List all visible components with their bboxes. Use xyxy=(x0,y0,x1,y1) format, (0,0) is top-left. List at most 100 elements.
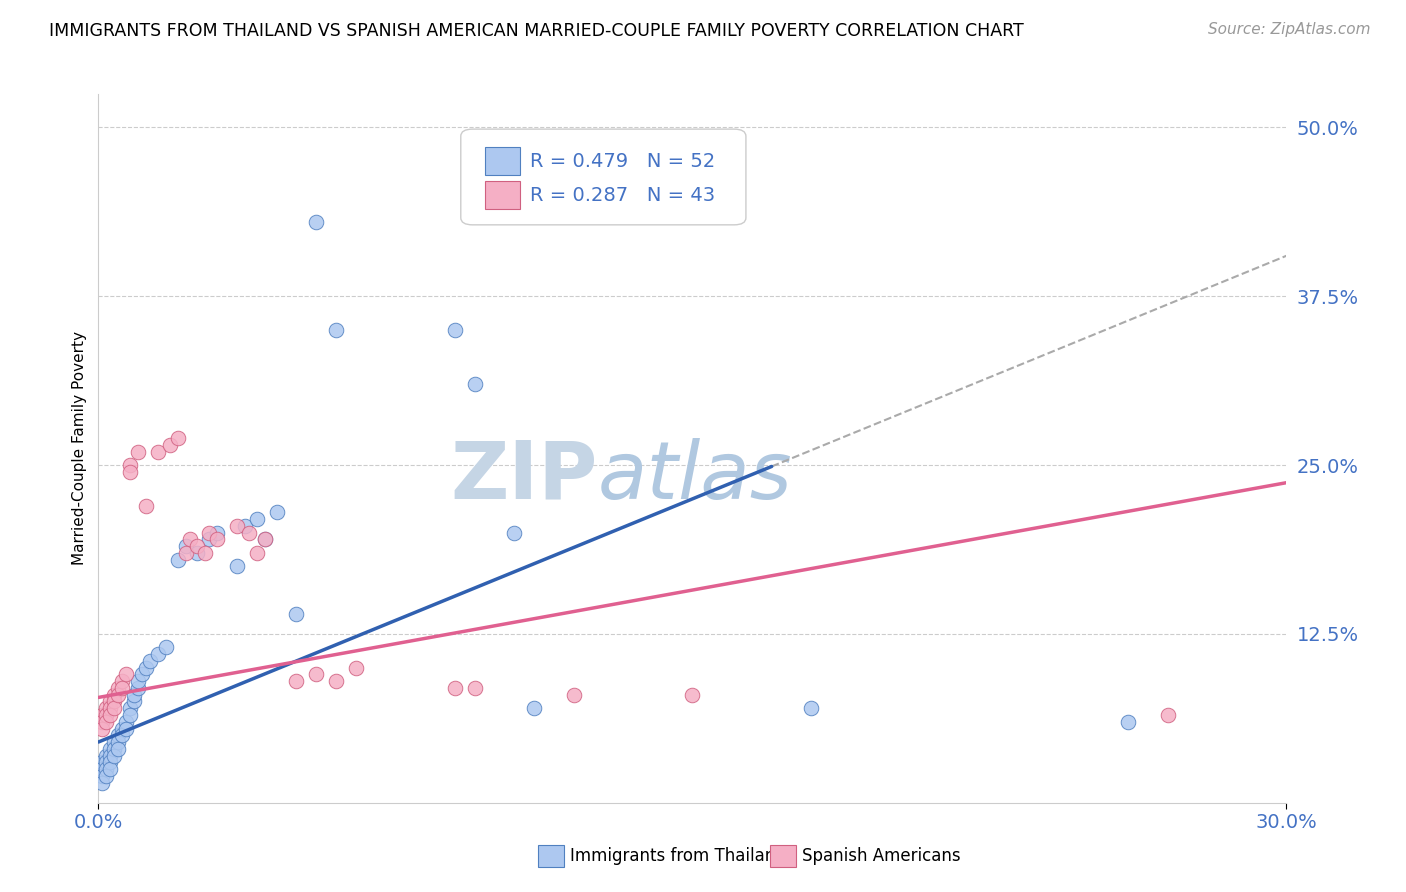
Point xyxy=(120,458,142,472)
Text: atlas: atlas xyxy=(598,438,792,516)
Point xyxy=(1156,708,1178,723)
Point xyxy=(186,546,208,560)
Point xyxy=(91,769,114,783)
Point xyxy=(194,546,217,560)
Point xyxy=(325,323,347,337)
Point xyxy=(103,735,125,749)
Point xyxy=(107,735,129,749)
Point xyxy=(127,674,149,689)
Text: ZIP: ZIP xyxy=(450,438,598,516)
Point xyxy=(285,607,308,621)
Point xyxy=(98,701,121,715)
Point xyxy=(166,431,188,445)
Point xyxy=(205,533,228,547)
Text: R = 0.287   N = 43: R = 0.287 N = 43 xyxy=(530,186,714,204)
Point xyxy=(98,748,121,763)
Point xyxy=(91,756,114,770)
Text: Immigrants from Thailand: Immigrants from Thailand xyxy=(569,847,786,865)
Point xyxy=(155,640,177,655)
Point xyxy=(96,708,118,723)
Point xyxy=(91,762,114,776)
Point xyxy=(523,701,546,715)
Point xyxy=(166,552,188,566)
Point xyxy=(131,667,153,681)
Point xyxy=(96,762,118,776)
FancyBboxPatch shape xyxy=(485,147,520,175)
Point xyxy=(98,762,121,776)
FancyBboxPatch shape xyxy=(485,181,520,210)
Point xyxy=(111,722,134,736)
Point xyxy=(146,647,169,661)
Point xyxy=(325,674,347,689)
Point xyxy=(111,674,134,689)
Point xyxy=(305,215,328,229)
Point xyxy=(198,525,221,540)
Point xyxy=(179,533,201,547)
Point xyxy=(98,756,121,770)
Point xyxy=(115,714,138,729)
Point xyxy=(98,694,121,708)
Point xyxy=(96,748,118,763)
Point xyxy=(122,688,145,702)
Point xyxy=(800,701,823,715)
Point xyxy=(91,714,114,729)
Point xyxy=(285,674,308,689)
Point xyxy=(344,661,367,675)
Point xyxy=(96,756,118,770)
Point xyxy=(226,559,249,574)
Point xyxy=(98,708,121,723)
Point xyxy=(253,533,276,547)
Point xyxy=(205,525,228,540)
Point xyxy=(266,505,288,519)
Point xyxy=(98,741,121,756)
Point xyxy=(503,525,526,540)
Point xyxy=(127,681,149,695)
Point xyxy=(103,694,125,708)
FancyBboxPatch shape xyxy=(538,846,564,867)
FancyBboxPatch shape xyxy=(769,846,796,867)
Text: R = 0.479   N = 52: R = 0.479 N = 52 xyxy=(530,152,714,170)
Point xyxy=(111,681,134,695)
Y-axis label: Married-Couple Family Poverty: Married-Couple Family Poverty xyxy=(72,331,87,566)
Point xyxy=(91,775,114,789)
Point xyxy=(111,728,134,742)
Point xyxy=(198,533,221,547)
Point xyxy=(562,688,585,702)
Point xyxy=(238,525,260,540)
Point xyxy=(127,444,149,458)
Point xyxy=(120,701,142,715)
Point xyxy=(464,377,486,392)
Point xyxy=(122,694,145,708)
Point xyxy=(120,465,142,479)
Point xyxy=(1116,714,1139,729)
Point xyxy=(135,499,157,513)
Point xyxy=(96,714,118,729)
Point xyxy=(146,444,169,458)
Point xyxy=(115,722,138,736)
Point xyxy=(186,539,208,553)
Point xyxy=(91,708,114,723)
Point xyxy=(246,512,269,526)
Point xyxy=(103,741,125,756)
Point xyxy=(120,708,142,723)
Point xyxy=(91,722,114,736)
Point xyxy=(103,748,125,763)
Point xyxy=(246,546,269,560)
FancyBboxPatch shape xyxy=(461,129,747,225)
Point xyxy=(174,546,197,560)
Point xyxy=(159,438,181,452)
Point xyxy=(464,681,486,695)
Point xyxy=(96,769,118,783)
Point xyxy=(253,533,276,547)
Text: IMMIGRANTS FROM THAILAND VS SPANISH AMERICAN MARRIED-COUPLE FAMILY POVERTY CORRE: IMMIGRANTS FROM THAILAND VS SPANISH AMER… xyxy=(49,22,1024,40)
Point xyxy=(107,688,129,702)
Point xyxy=(139,654,162,668)
Point xyxy=(96,701,118,715)
Text: Source: ZipAtlas.com: Source: ZipAtlas.com xyxy=(1208,22,1371,37)
Point xyxy=(115,667,138,681)
Point xyxy=(107,681,129,695)
Point xyxy=(444,681,467,695)
Point xyxy=(135,661,157,675)
Point xyxy=(226,519,249,533)
Point xyxy=(305,667,328,681)
